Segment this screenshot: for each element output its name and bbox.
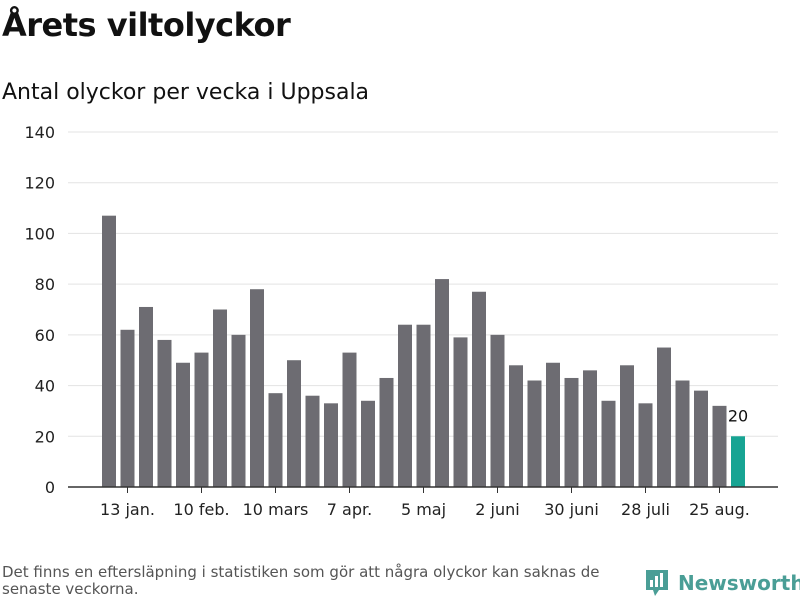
bar — [287, 360, 301, 487]
bar — [712, 405, 727, 487]
bar — [379, 377, 394, 487]
bar — [416, 324, 431, 487]
bar — [361, 400, 375, 487]
bar — [583, 370, 597, 487]
bar — [472, 291, 486, 487]
bar — [120, 329, 135, 487]
bar — [305, 395, 320, 487]
bar — [601, 400, 616, 487]
brand-name: Newsworthy — [678, 571, 800, 595]
footnote: Det finns en eftersläpning i statistiken… — [2, 563, 600, 598]
x-tick-label: 10 feb. — [173, 500, 229, 519]
y-tick-label: 0 — [45, 478, 55, 497]
bar — [657, 347, 671, 487]
bar — [694, 390, 708, 487]
bar — [268, 393, 283, 487]
newsworthy-logo-icon — [646, 570, 668, 596]
x-tick-label: 5 maj — [401, 500, 446, 519]
bar — [102, 215, 116, 487]
x-tick-label: 13 jan. — [100, 500, 155, 519]
bar-chart: 0 20 40 60 80 100 120 140 20 13 jan. 10 feb. 10 mar… — [24, 123, 778, 519]
bar — [527, 380, 542, 487]
highlight-bar — [731, 436, 745, 487]
brand-logo: Newsworthy — [644, 568, 800, 598]
x-tick-label: 7 apr. — [327, 500, 372, 519]
bar — [324, 403, 338, 487]
bar — [435, 279, 449, 487]
x-tick-label: 25 aug. — [689, 500, 750, 519]
y-tick-label: 120 — [24, 174, 55, 193]
bar — [398, 324, 412, 487]
x-tick-label: 10 mars — [243, 500, 309, 519]
highlight-data-label: 20 — [728, 406, 748, 425]
bar — [638, 403, 653, 487]
y-tick-label: 20 — [35, 427, 55, 446]
bar — [509, 365, 523, 487]
bar — [564, 377, 579, 487]
bar — [231, 334, 246, 487]
bar — [546, 362, 560, 487]
y-tick-label: 140 — [24, 123, 55, 142]
x-tick-label: 30 juni — [544, 500, 599, 519]
bar — [453, 337, 468, 487]
bar — [194, 352, 209, 487]
bar — [213, 309, 227, 487]
chart-subtitle: Antal olyckor per vecka i Uppsala — [2, 80, 370, 105]
bar — [139, 306, 153, 487]
bar — [342, 352, 357, 487]
bar — [157, 339, 172, 487]
bar — [675, 380, 690, 487]
x-tick-label: 2 juni — [475, 500, 519, 519]
chart-title: Årets viltolyckor — [2, 6, 291, 44]
y-tick-label: 40 — [35, 377, 55, 396]
bar — [176, 362, 190, 487]
y-tick-label: 60 — [35, 326, 55, 345]
bar — [250, 289, 264, 487]
bar — [620, 365, 634, 487]
bar — [490, 334, 505, 487]
x-tick-label: 28 juli — [621, 500, 670, 519]
y-tick-label: 100 — [24, 224, 55, 243]
y-tick-label: 80 — [35, 275, 55, 294]
